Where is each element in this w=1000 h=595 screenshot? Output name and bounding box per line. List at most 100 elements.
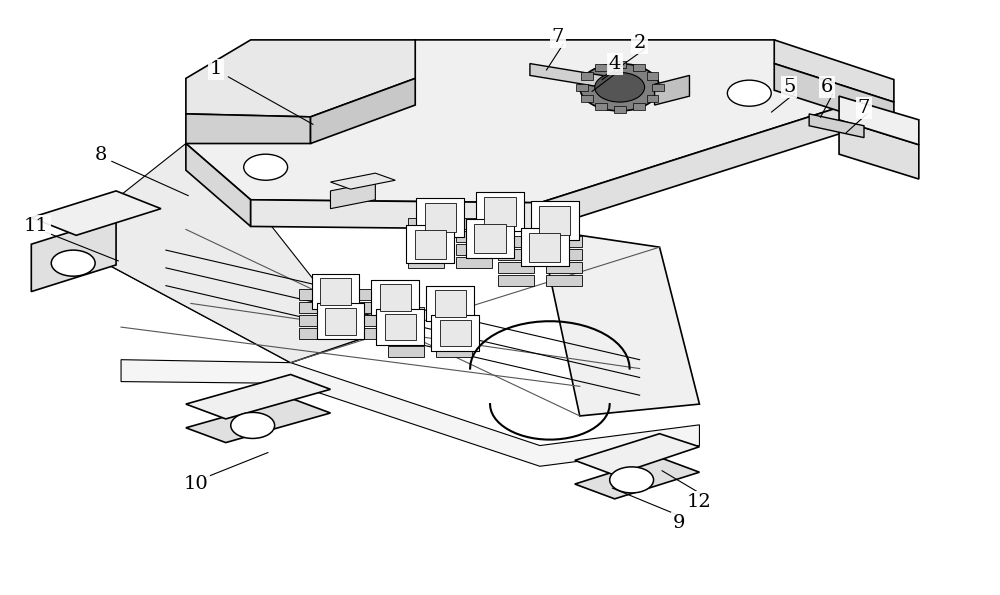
Bar xyxy=(498,262,534,273)
Polygon shape xyxy=(575,458,699,499)
Bar xyxy=(614,61,626,68)
Polygon shape xyxy=(186,40,874,203)
Polygon shape xyxy=(809,114,864,137)
Text: 5: 5 xyxy=(783,79,795,96)
Bar xyxy=(436,346,472,357)
Bar xyxy=(476,192,524,231)
Circle shape xyxy=(727,80,771,107)
Text: 7: 7 xyxy=(552,28,564,46)
Polygon shape xyxy=(330,173,395,189)
Polygon shape xyxy=(186,398,330,443)
Bar xyxy=(346,328,382,339)
Bar xyxy=(435,290,466,317)
Bar xyxy=(299,302,334,313)
Bar xyxy=(346,315,382,326)
Bar xyxy=(299,315,334,326)
Bar xyxy=(647,73,658,80)
Polygon shape xyxy=(839,96,919,145)
Bar xyxy=(388,346,424,357)
Circle shape xyxy=(610,467,654,493)
Polygon shape xyxy=(540,96,874,230)
Bar xyxy=(652,84,664,91)
Polygon shape xyxy=(575,434,699,475)
Bar xyxy=(633,103,645,110)
Polygon shape xyxy=(774,64,894,129)
Bar xyxy=(498,236,534,246)
Bar xyxy=(498,249,534,259)
Bar xyxy=(546,249,582,259)
Bar xyxy=(416,198,464,237)
Polygon shape xyxy=(186,143,251,227)
Text: 2: 2 xyxy=(633,34,646,52)
Bar xyxy=(456,244,492,255)
Bar xyxy=(346,302,382,313)
Bar xyxy=(388,333,424,344)
Bar xyxy=(440,320,471,346)
Polygon shape xyxy=(540,230,699,416)
Bar xyxy=(425,203,456,232)
Polygon shape xyxy=(31,191,161,235)
Text: 10: 10 xyxy=(183,475,208,493)
Bar xyxy=(436,320,472,331)
Text: 4: 4 xyxy=(608,55,621,73)
Bar xyxy=(521,228,569,267)
Bar xyxy=(385,314,416,340)
Bar xyxy=(581,73,593,80)
Bar xyxy=(431,315,479,351)
Polygon shape xyxy=(251,200,540,230)
Bar xyxy=(317,303,364,339)
Bar xyxy=(546,262,582,273)
Bar xyxy=(376,309,424,345)
Bar xyxy=(406,225,454,264)
Bar xyxy=(546,236,582,246)
Bar xyxy=(546,275,582,286)
Polygon shape xyxy=(655,76,689,105)
Bar xyxy=(498,275,534,286)
Bar xyxy=(415,230,446,259)
Polygon shape xyxy=(186,40,415,117)
Bar xyxy=(633,64,645,71)
Polygon shape xyxy=(81,230,360,362)
Bar xyxy=(299,328,334,339)
Text: 8: 8 xyxy=(95,146,107,164)
Text: 9: 9 xyxy=(673,513,686,531)
Bar xyxy=(346,289,382,300)
Polygon shape xyxy=(121,360,699,466)
Bar xyxy=(408,257,444,268)
Polygon shape xyxy=(81,143,360,362)
Bar xyxy=(531,201,579,240)
Bar xyxy=(388,320,424,331)
Polygon shape xyxy=(330,182,375,209)
Bar xyxy=(529,233,560,262)
Text: 11: 11 xyxy=(24,217,49,236)
Text: 12: 12 xyxy=(687,493,712,511)
Bar xyxy=(325,308,356,334)
Bar xyxy=(466,219,514,258)
Bar xyxy=(474,224,506,253)
Circle shape xyxy=(580,64,660,111)
Bar xyxy=(436,333,472,344)
Polygon shape xyxy=(774,40,894,102)
Text: 7: 7 xyxy=(858,99,870,117)
Bar xyxy=(408,244,444,255)
Text: 1: 1 xyxy=(210,61,222,79)
Polygon shape xyxy=(186,374,330,419)
Bar xyxy=(408,231,444,242)
Bar xyxy=(371,280,419,315)
Polygon shape xyxy=(311,79,415,143)
Bar xyxy=(436,307,472,318)
Bar xyxy=(408,218,444,229)
Circle shape xyxy=(231,412,275,439)
Bar xyxy=(484,197,516,226)
Bar xyxy=(380,284,411,311)
Bar xyxy=(456,257,492,268)
Bar xyxy=(388,307,424,318)
Bar xyxy=(320,278,351,305)
Circle shape xyxy=(51,250,95,276)
Bar xyxy=(614,107,626,113)
Bar xyxy=(456,231,492,242)
Text: 6: 6 xyxy=(821,79,833,96)
Bar xyxy=(647,95,658,102)
Bar xyxy=(426,286,474,321)
Bar xyxy=(312,274,359,309)
